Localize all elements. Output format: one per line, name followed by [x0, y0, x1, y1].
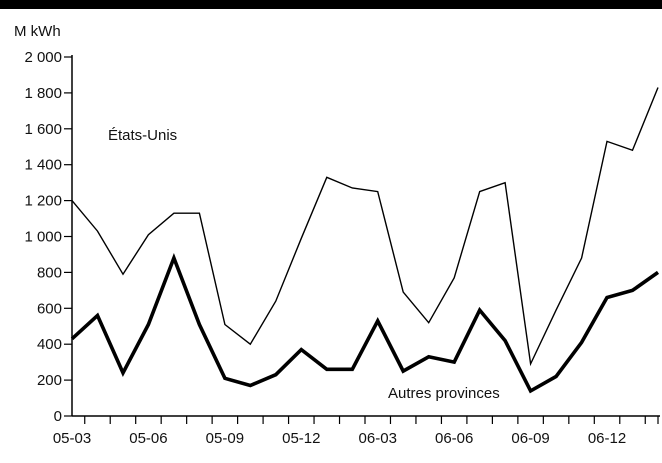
y-unit-label: M kWh [14, 23, 61, 40]
y-tick-label: 1 400 [24, 157, 62, 174]
y-tick-label: 2 000 [24, 49, 62, 66]
x-tick-label: 06-03 [359, 430, 397, 447]
y-tick-label: 1 600 [24, 121, 62, 138]
y-tick-label: 1 000 [24, 229, 62, 246]
x-tick-label: 05-12 [282, 430, 320, 447]
x-tick-label: 06-09 [511, 430, 549, 447]
series-label-autres-provinces: Autres provinces [388, 385, 500, 402]
series-line-autres-provinces [70, 252, 660, 394]
top-rule [0, 0, 662, 9]
x-tick-label: 05-09 [206, 430, 244, 447]
x-tick-label: 05-06 [129, 430, 167, 447]
series-label-etats-unis: États-Unis [108, 127, 177, 144]
y-tick-label: 600 [37, 300, 62, 317]
series-line-etats-unis [71, 87, 659, 367]
series-group [70, 87, 660, 394]
x-tick-label: 06-06 [435, 430, 473, 447]
x-tick-label: 05-03 [53, 430, 91, 447]
y-tick-label: 200 [37, 372, 62, 389]
x-tick-label: 06-12 [588, 430, 626, 447]
y-tick-label: 0 [54, 408, 62, 425]
y-tick-label: 400 [37, 336, 62, 353]
y-tick-label: 1 200 [24, 193, 62, 210]
y-tick-label: 1 800 [24, 85, 62, 102]
series-labels: États-Unis Autres provinces [108, 127, 500, 402]
y-tick-label: 800 [37, 264, 62, 281]
axes: 0 200 400 600 800 1 000 1 200 1 400 1 600 1 800 2 … [24, 49, 660, 447]
